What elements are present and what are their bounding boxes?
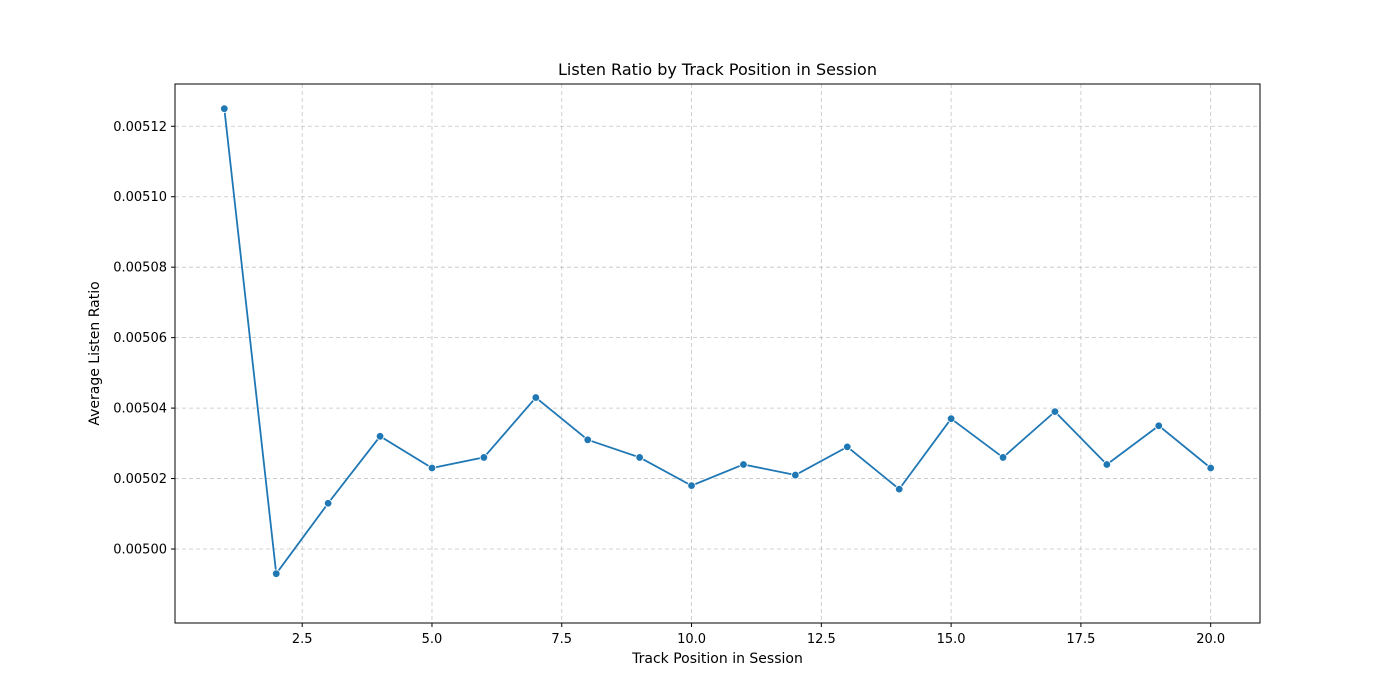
y-axis-label: Average Listen Ratio [87,281,103,425]
data-point [375,432,385,441]
data-point [687,481,696,490]
data-point [635,453,644,462]
data-point [894,484,904,494]
data-point [1050,407,1060,416]
data-point [479,453,489,462]
y-tick-label: 0.00504 [113,402,167,417]
data-point [998,453,1008,462]
y-tick-label: 0.00500 [113,543,167,558]
data-point [427,463,437,473]
data-point [843,442,852,452]
x-tick-label: 15.0 [937,632,966,647]
grid-layer [175,84,1260,623]
tick-layer: 2.5 5.0 7.5 10.0 12.5 15.0 17.5 20.0 0.00500 0.00… [113,120,1225,647]
data-point [1206,463,1215,473]
data-point [946,414,956,423]
data-point [1154,421,1163,430]
y-tick-label: 0.00502 [113,472,167,487]
y-tick-label: 0.00508 [113,261,167,276]
y-tick-label: 0.00510 [113,190,167,205]
data-point [583,435,592,445]
data-point [739,460,748,469]
data-point [531,393,541,402]
x-tick-label: 20.0 [1196,632,1225,647]
data-point [1102,460,1112,469]
x-tick-label: 12.5 [807,632,836,647]
data-point [220,104,229,113]
x-axis-label: Track Position in Session [631,651,803,667]
data-point [272,569,281,578]
plot-frame [174,83,1261,624]
chart-title: Listen Ratio by Track Position in Sessio… [558,60,877,79]
x-tick-label: 17.5 [1066,632,1095,647]
series-layer [220,104,1215,578]
x-tick-label: 10.0 [677,632,706,647]
series-line [223,108,1212,575]
data-point [791,470,800,480]
data-point [323,499,333,508]
x-tick-label: 2.5 [292,632,313,647]
x-tick-label: 5.0 [422,632,443,647]
y-tick-label: 0.00512 [113,120,167,135]
x-tick-label: 7.5 [551,632,572,647]
y-tick-label: 0.00506 [113,331,167,346]
